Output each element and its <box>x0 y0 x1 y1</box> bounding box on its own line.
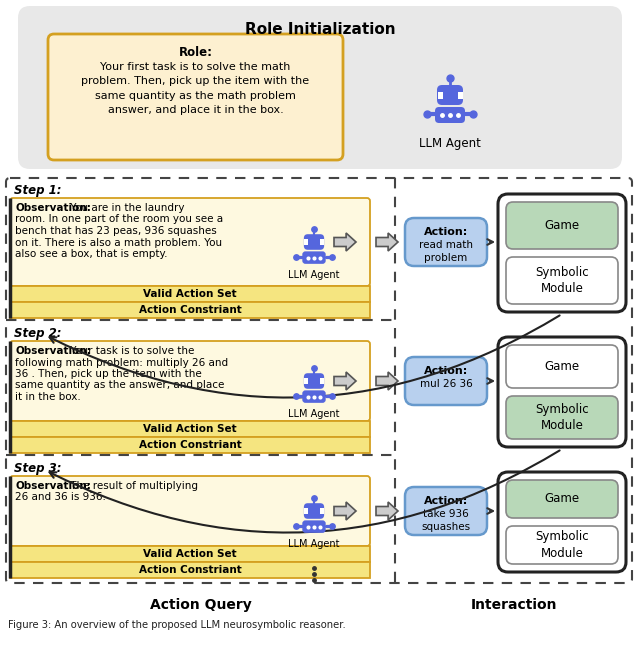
Text: Action Constriant: Action Constriant <box>139 440 241 450</box>
Text: mul 26 36: mul 26 36 <box>420 379 472 389</box>
Text: Action Constriant: Action Constriant <box>139 565 241 575</box>
FancyBboxPatch shape <box>437 85 463 105</box>
FancyBboxPatch shape <box>405 357 487 405</box>
Bar <box>10 562 370 578</box>
FancyBboxPatch shape <box>498 472 626 572</box>
FancyBboxPatch shape <box>48 34 343 160</box>
Text: Game: Game <box>545 492 580 505</box>
Text: Action Constriant: Action Constriant <box>139 305 241 315</box>
Text: also see a box, that is empty.: also see a box, that is empty. <box>15 249 168 259</box>
FancyBboxPatch shape <box>498 337 626 447</box>
Bar <box>320 508 324 514</box>
Text: Symbolic
Module: Symbolic Module <box>535 266 589 295</box>
FancyBboxPatch shape <box>498 194 626 312</box>
FancyBboxPatch shape <box>302 251 326 264</box>
FancyBboxPatch shape <box>506 202 618 249</box>
Text: Valid Action Set: Valid Action Set <box>143 424 237 434</box>
FancyBboxPatch shape <box>506 257 618 304</box>
Polygon shape <box>376 372 398 390</box>
Text: Symbolic
Module: Symbolic Module <box>535 530 589 560</box>
Text: Step 3:: Step 3: <box>14 462 61 475</box>
Text: following math problem: multiply 26 and: following math problem: multiply 26 and <box>15 357 228 368</box>
Text: Valid Action Set: Valid Action Set <box>143 289 237 299</box>
Text: room. In one part of the room you see a: room. In one part of the room you see a <box>15 214 223 225</box>
Bar <box>10 286 370 302</box>
Text: LLM Agent: LLM Agent <box>288 539 340 549</box>
Polygon shape <box>334 233 356 251</box>
Bar <box>304 239 308 245</box>
Bar <box>10 421 370 437</box>
Text: Figure 3: An overview of the proposed LLM neurosymbolic reasoner.: Figure 3: An overview of the proposed LL… <box>8 620 346 630</box>
Text: LLM Agent: LLM Agent <box>419 137 481 150</box>
Bar <box>320 239 324 245</box>
Text: it in the box.: it in the box. <box>15 392 81 402</box>
Text: LLM Agent: LLM Agent <box>288 270 340 280</box>
FancyBboxPatch shape <box>506 396 618 439</box>
Text: Valid Action Set: Valid Action Set <box>143 549 237 559</box>
FancyBboxPatch shape <box>506 345 618 388</box>
Bar <box>458 91 463 99</box>
FancyBboxPatch shape <box>506 526 618 564</box>
Text: Observation:: Observation: <box>15 203 91 213</box>
Text: read math
problem: read math problem <box>419 240 473 263</box>
Bar <box>438 91 442 99</box>
Bar <box>10 302 370 318</box>
FancyBboxPatch shape <box>10 198 370 286</box>
Text: 36 . Then, pick up the item with the: 36 . Then, pick up the item with the <box>15 369 202 379</box>
Bar <box>10 546 370 562</box>
FancyBboxPatch shape <box>304 374 324 389</box>
Text: Game: Game <box>545 360 580 373</box>
Bar <box>304 378 308 384</box>
Text: Game: Game <box>545 219 580 232</box>
Text: LLM Agent: LLM Agent <box>288 409 340 419</box>
FancyBboxPatch shape <box>302 390 326 403</box>
Text: Action:: Action: <box>424 496 468 506</box>
Text: You are in the laundry: You are in the laundry <box>67 203 185 213</box>
Text: The result of multiplying: The result of multiplying <box>67 481 198 491</box>
Text: on it. There is also a math problem. You: on it. There is also a math problem. You <box>15 238 222 247</box>
Text: Role:: Role: <box>179 46 212 59</box>
FancyBboxPatch shape <box>304 234 324 250</box>
FancyBboxPatch shape <box>304 503 324 518</box>
Polygon shape <box>376 233 398 251</box>
Text: 26 and 36 is 936.: 26 and 36 is 936. <box>15 492 106 503</box>
Text: Your task is to solve the: Your task is to solve the <box>67 346 195 356</box>
Text: Step 2:: Step 2: <box>14 327 61 340</box>
Text: Role Initialization: Role Initialization <box>244 22 396 37</box>
Text: Action:: Action: <box>424 366 468 376</box>
FancyBboxPatch shape <box>405 218 487 266</box>
Text: Action:: Action: <box>424 227 468 237</box>
FancyBboxPatch shape <box>10 476 370 546</box>
Text: Symbolic
Module: Symbolic Module <box>535 403 589 432</box>
Text: bench that has 23 peas, 936 squashes: bench that has 23 peas, 936 squashes <box>15 226 217 236</box>
Text: take 936
squashes: take 936 squashes <box>421 509 470 532</box>
Polygon shape <box>334 372 356 390</box>
FancyBboxPatch shape <box>506 480 618 518</box>
Text: Action Query: Action Query <box>150 598 252 612</box>
Polygon shape <box>376 502 398 520</box>
Bar <box>304 508 308 514</box>
Polygon shape <box>334 502 356 520</box>
FancyBboxPatch shape <box>18 6 622 169</box>
Text: Observation:: Observation: <box>15 346 91 356</box>
Text: Observation:: Observation: <box>15 481 91 491</box>
FancyBboxPatch shape <box>405 487 487 535</box>
Bar <box>10 437 370 453</box>
FancyBboxPatch shape <box>10 341 370 421</box>
FancyBboxPatch shape <box>302 520 326 533</box>
Text: Your first task is to solve the math
problem. Then, pick up the item with the
sa: Your first task is to solve the math pro… <box>81 62 310 115</box>
Text: Step 1:: Step 1: <box>14 184 61 197</box>
FancyBboxPatch shape <box>435 107 465 123</box>
Text: Interaction: Interaction <box>470 598 557 612</box>
Text: same quantity as the answer, and place: same quantity as the answer, and place <box>15 381 225 390</box>
Bar <box>320 378 324 384</box>
